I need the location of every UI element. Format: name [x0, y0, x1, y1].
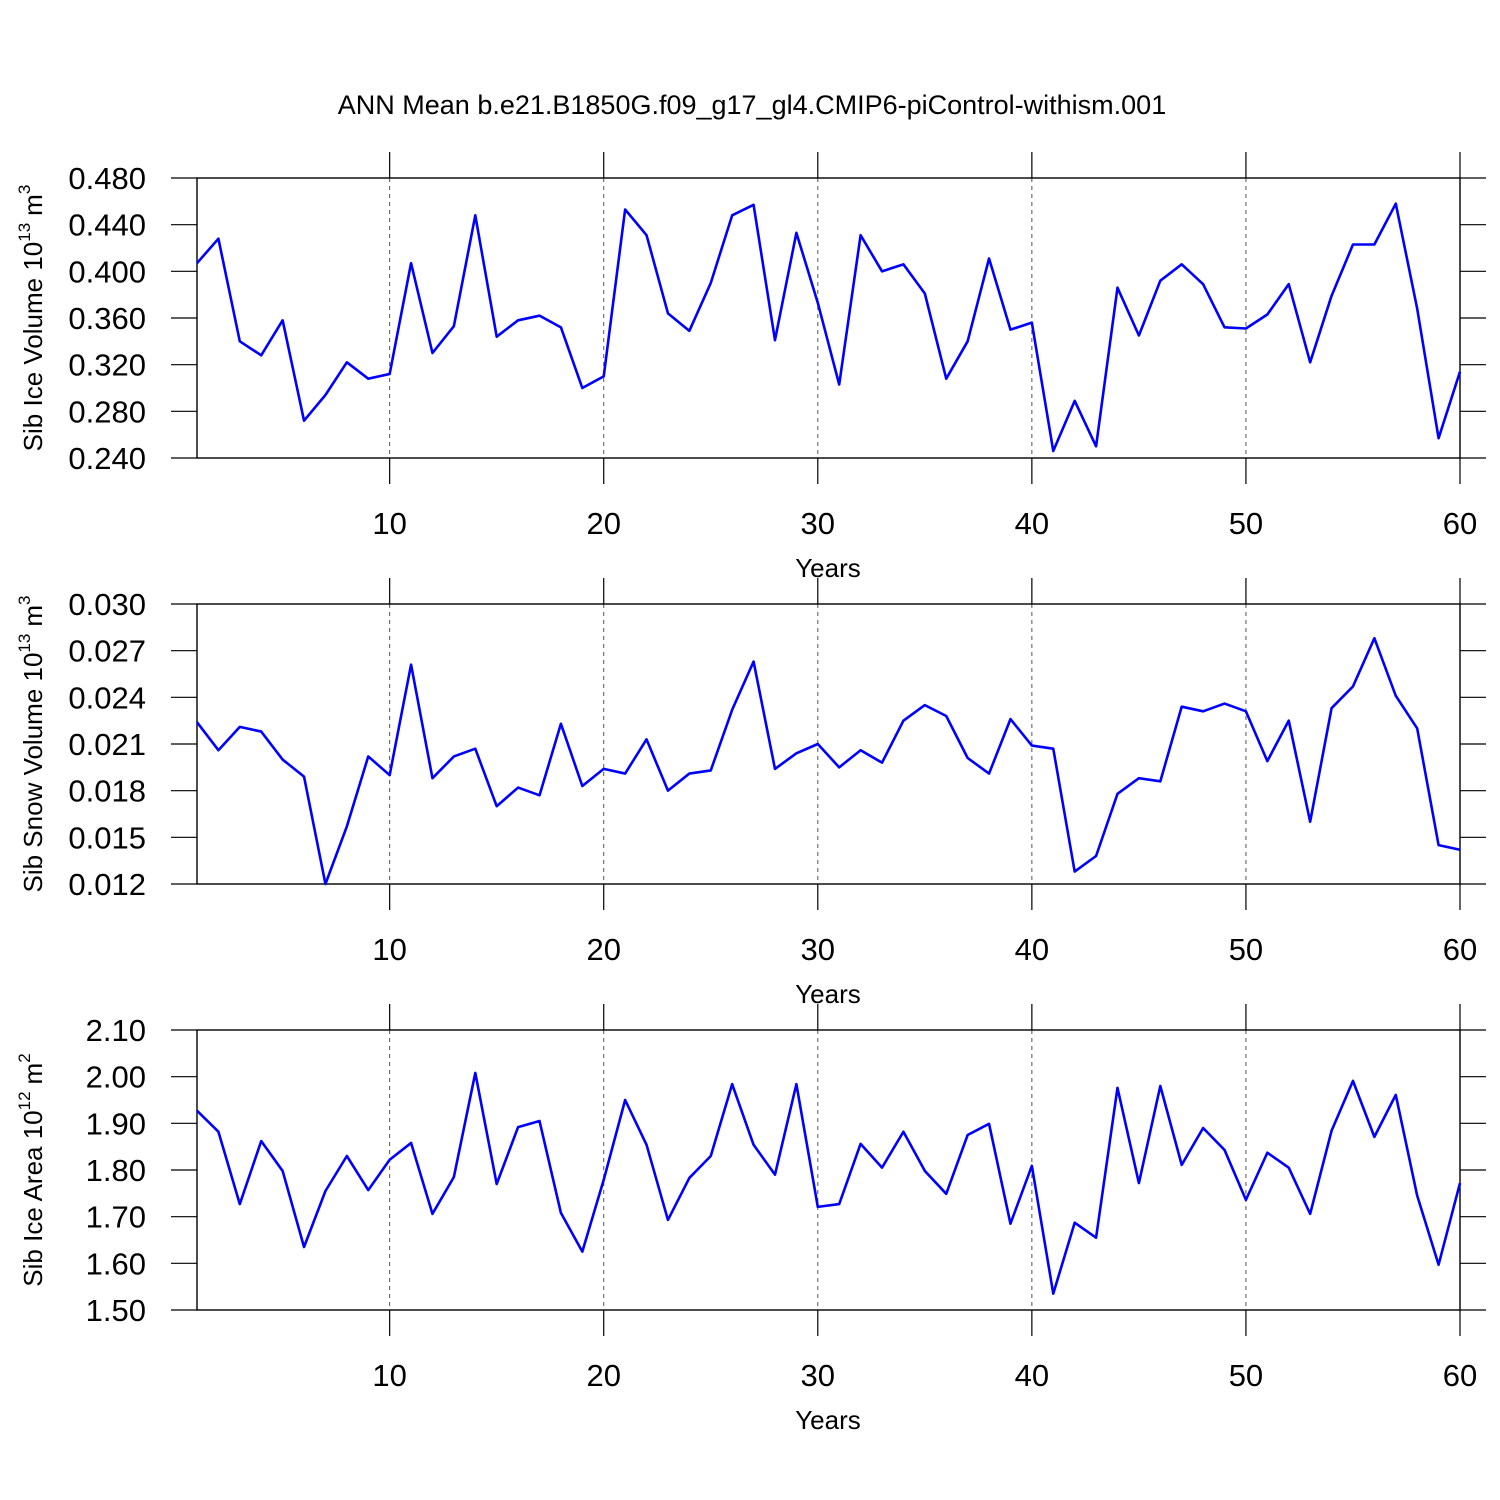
- y-tick-label: 1.90: [86, 1106, 146, 1141]
- x-tick-label: 10: [372, 932, 406, 967]
- data-line: [196, 1071, 1462, 1295]
- y-axis-label-exponent: 12: [15, 1091, 34, 1110]
- y-tick-label: 0.024: [68, 680, 146, 715]
- y-tick-label: 2.10: [86, 1013, 146, 1048]
- y-axis-label-unit: m: [18, 194, 48, 216]
- y-tick-label: 0.240: [68, 441, 146, 476]
- y-axis-label-text: Sib Ice Volume 10: [18, 242, 48, 452]
- x-tick-label: 60: [1443, 506, 1477, 541]
- y-tick-label: 1.70: [86, 1200, 146, 1235]
- y-tick-label: 0.027: [68, 634, 146, 669]
- x-tick-label: 40: [1015, 506, 1049, 541]
- y-axis-label-unit-exponent: 2: [15, 1053, 34, 1062]
- plot-frame: [196, 177, 1461, 459]
- y-tick-label: 0.440: [68, 208, 146, 243]
- y-tick-label: 1.50: [86, 1293, 146, 1328]
- data-line: [195, 636, 1461, 886]
- x-tick-label: 60: [1443, 932, 1477, 967]
- y-tick-label: 0.018: [68, 774, 146, 809]
- y-axis-label-unit: m: [18, 1063, 48, 1085]
- y-tick-label: 0.021: [68, 727, 146, 762]
- y-tick-label: 2.00: [86, 1060, 146, 1095]
- plot-frame: [196, 603, 1461, 885]
- x-tick-label: 10: [372, 1358, 406, 1393]
- y-tick-label: 1.80: [86, 1153, 146, 1188]
- y-tick-label: 0.360: [68, 301, 146, 336]
- y-tick-label: 0.015: [68, 820, 146, 855]
- x-tick-label: 30: [801, 1358, 835, 1393]
- x-tick-label: 60: [1443, 1358, 1477, 1393]
- y-axis-label: Sib Ice Area 1012 m2: [15, 1053, 48, 1286]
- y-tick-label: 0.012: [68, 867, 146, 902]
- y-axis-label-exponent: 13: [15, 223, 34, 242]
- y-axis-label: Sib Snow Volume 1013 m3: [15, 596, 48, 893]
- y-axis-label-text: Sib Snow Volume 10: [18, 653, 48, 893]
- x-axis-label: Years: [795, 1405, 861, 1435]
- x-tick-label: 40: [1015, 1358, 1049, 1393]
- y-tick-label: 0.280: [68, 394, 146, 429]
- y-tick-label: 0.480: [68, 161, 146, 196]
- y-tick-label: 0.320: [68, 348, 146, 383]
- x-tick-label: 40: [1015, 932, 1049, 967]
- x-axis-label: Years: [795, 553, 861, 583]
- y-tick-label: 1.60: [86, 1246, 146, 1281]
- x-tick-label: 20: [586, 1358, 620, 1393]
- x-tick-label: 10: [372, 506, 406, 541]
- x-tick-label: 30: [801, 932, 835, 967]
- plot-frame: [196, 1029, 1461, 1311]
- y-axis-label-text: Sib Ice Area 10: [18, 1110, 48, 1286]
- y-axis-label-exponent: 13: [15, 634, 34, 653]
- x-tick-label: 20: [586, 932, 620, 967]
- x-tick-label: 50: [1229, 1358, 1263, 1393]
- y-axis-label-unit-exponent: 3: [15, 185, 34, 194]
- data-line: [196, 202, 1462, 453]
- y-tick-label: 0.400: [68, 254, 146, 289]
- figure-title: ANN Mean b.e21.B1850G.f09_g17_gl4.CMIP6-…: [338, 90, 1166, 120]
- x-tick-label: 50: [1229, 506, 1263, 541]
- x-axis-label: Years: [795, 979, 861, 1009]
- x-tick-label: 20: [586, 506, 620, 541]
- x-tick-label: 50: [1229, 932, 1263, 967]
- y-axis-label-unit: m: [18, 605, 48, 627]
- y-axis-label-unit-exponent: 3: [15, 596, 34, 605]
- x-tick-label: 30: [801, 506, 835, 541]
- y-tick-label: 0.030: [68, 587, 146, 622]
- y-axis-label: Sib Ice Volume 1013 m3: [15, 185, 48, 452]
